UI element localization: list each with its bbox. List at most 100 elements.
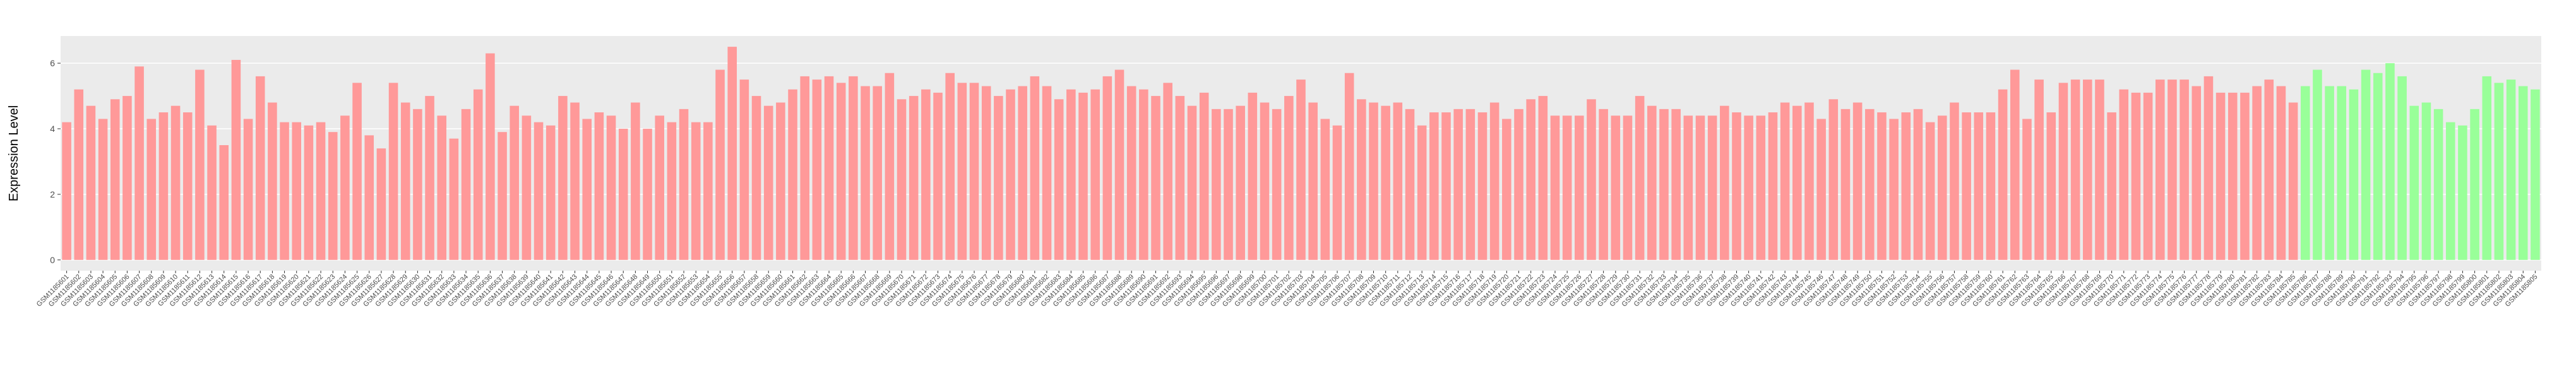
bar — [1417, 125, 1427, 260]
bar — [812, 80, 822, 260]
bar — [1720, 105, 1729, 260]
bar — [425, 96, 434, 260]
bar — [1296, 80, 1306, 260]
bar — [2409, 105, 2419, 260]
bar — [776, 102, 785, 260]
bar — [2264, 80, 2274, 260]
bar — [2046, 112, 2056, 260]
bar — [2506, 80, 2516, 260]
bar — [1562, 115, 1572, 260]
bar — [74, 89, 84, 260]
bar — [170, 105, 181, 260]
bar — [546, 125, 556, 260]
bar — [1526, 99, 1535, 260]
bar — [1538, 96, 1548, 260]
bar — [1102, 76, 1112, 260]
bar — [146, 119, 157, 260]
bar — [2288, 102, 2298, 260]
y-tick-label: 0 — [50, 255, 55, 265]
bar — [2058, 83, 2068, 260]
bar — [388, 83, 398, 260]
bar — [1707, 115, 1717, 260]
bar — [1744, 115, 1753, 260]
bar — [933, 92, 943, 260]
bar — [1139, 89, 1148, 260]
bar — [2458, 125, 2467, 260]
bar — [1369, 102, 1378, 260]
bar — [1066, 89, 1076, 260]
bar — [582, 119, 592, 260]
bar — [1187, 105, 1197, 260]
bar — [1489, 102, 1500, 260]
bar — [2433, 109, 2443, 260]
bar — [2095, 80, 2104, 260]
bar — [437, 115, 447, 260]
bar — [1212, 109, 1221, 260]
bar — [994, 96, 1003, 260]
bar — [1695, 115, 1705, 260]
bar — [2082, 80, 2092, 260]
bar — [1042, 86, 1052, 260]
bar — [800, 76, 809, 260]
bar — [957, 83, 967, 260]
bar — [2131, 92, 2141, 260]
bar — [1647, 105, 1657, 260]
bar — [1429, 112, 1439, 260]
bar — [534, 122, 544, 260]
bar — [231, 59, 241, 260]
bar — [836, 83, 846, 260]
bar — [510, 105, 520, 260]
bar — [643, 129, 652, 260]
bar — [2179, 80, 2189, 260]
bar — [122, 96, 132, 260]
bar — [376, 148, 386, 260]
bar — [1816, 119, 1826, 260]
bar — [849, 76, 858, 260]
y-tick-label: 2 — [50, 189, 55, 199]
bar — [1768, 112, 1778, 260]
bar — [110, 99, 120, 260]
bar — [1587, 99, 1596, 260]
bar — [1441, 112, 1451, 260]
bar — [2034, 80, 2044, 260]
bar — [921, 89, 931, 260]
bar — [2494, 83, 2504, 260]
bar — [1792, 105, 1802, 260]
bar — [195, 69, 205, 260]
bar — [631, 102, 640, 260]
y-tick-label: 6 — [50, 58, 55, 68]
bar — [2337, 86, 2347, 260]
bar — [570, 102, 580, 260]
bar — [1224, 109, 1233, 260]
bar — [1465, 109, 1476, 260]
bar — [328, 132, 338, 260]
y-axis-label: Expression Level — [7, 105, 21, 201]
bar — [2518, 86, 2528, 260]
bar — [1986, 112, 1996, 260]
bar — [873, 86, 882, 260]
bar — [2119, 89, 2129, 260]
bar — [2276, 86, 2286, 260]
bar — [2445, 122, 2455, 260]
bar — [1018, 86, 1027, 260]
bar — [364, 135, 374, 260]
bar — [86, 105, 96, 260]
bar — [1284, 96, 1294, 260]
bar — [1671, 109, 1681, 260]
bar — [2373, 73, 2383, 260]
bar — [739, 80, 749, 260]
bar — [243, 119, 253, 260]
bar — [1357, 99, 1366, 260]
bar — [2155, 80, 2165, 260]
bar — [1599, 109, 1608, 260]
bar — [1030, 76, 1040, 260]
bar — [2010, 69, 2020, 260]
bar — [788, 89, 797, 260]
bar — [522, 115, 532, 260]
bar — [2022, 119, 2032, 260]
bar — [909, 96, 919, 260]
bar — [1683, 115, 1693, 260]
bar — [897, 99, 907, 260]
bar — [1236, 105, 1245, 260]
y-tick-label: 4 — [50, 124, 55, 134]
